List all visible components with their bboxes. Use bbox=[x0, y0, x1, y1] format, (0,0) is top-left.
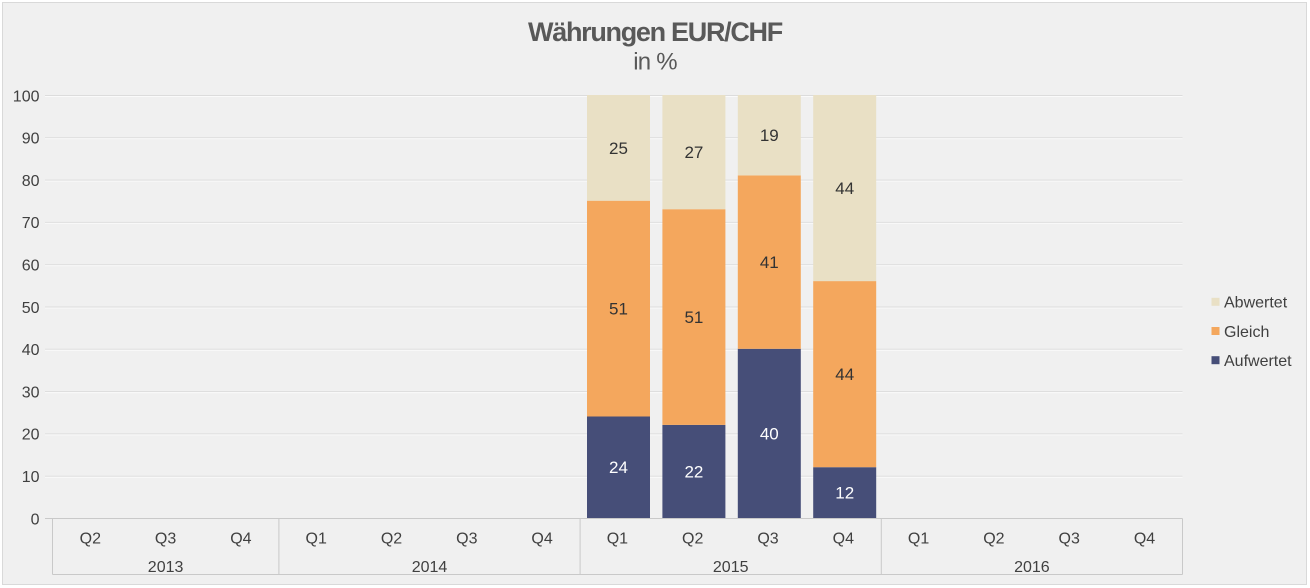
svg-text:24: 24 bbox=[609, 458, 628, 477]
svg-text:2016: 2016 bbox=[1014, 559, 1050, 576]
svg-text:25: 25 bbox=[609, 139, 628, 158]
svg-text:20: 20 bbox=[22, 427, 40, 444]
svg-text:2013: 2013 bbox=[148, 559, 184, 576]
svg-text:40: 40 bbox=[22, 342, 40, 359]
svg-text:44: 44 bbox=[835, 179, 854, 198]
svg-text:80: 80 bbox=[22, 173, 40, 190]
svg-text:Gleich: Gleich bbox=[1224, 324, 1269, 341]
svg-text:Q4: Q4 bbox=[833, 531, 854, 548]
svg-text:Q3: Q3 bbox=[155, 531, 176, 548]
svg-text:Q2: Q2 bbox=[682, 531, 703, 548]
svg-text:100: 100 bbox=[13, 88, 40, 105]
svg-text:40: 40 bbox=[760, 425, 779, 444]
svg-text:2014: 2014 bbox=[412, 559, 448, 576]
svg-text:Q1: Q1 bbox=[908, 531, 929, 548]
svg-text:30: 30 bbox=[22, 384, 40, 401]
svg-text:Q3: Q3 bbox=[757, 531, 778, 548]
svg-text:Q1: Q1 bbox=[607, 531, 628, 548]
svg-text:0: 0 bbox=[31, 511, 40, 528]
svg-text:2015: 2015 bbox=[713, 559, 749, 576]
svg-text:90: 90 bbox=[22, 131, 40, 148]
svg-text:Q2: Q2 bbox=[381, 531, 402, 548]
svg-text:44: 44 bbox=[835, 365, 854, 384]
svg-text:51: 51 bbox=[609, 300, 628, 319]
svg-text:Q2: Q2 bbox=[983, 531, 1004, 548]
svg-text:Q3: Q3 bbox=[456, 531, 477, 548]
svg-text:22: 22 bbox=[684, 463, 703, 482]
svg-text:60: 60 bbox=[22, 258, 40, 275]
svg-text:Q1: Q1 bbox=[306, 531, 327, 548]
svg-text:12: 12 bbox=[835, 484, 854, 503]
svg-text:27: 27 bbox=[684, 143, 703, 162]
svg-text:41: 41 bbox=[760, 253, 779, 272]
svg-text:Währungen EUR/CHF: Währungen EUR/CHF bbox=[528, 17, 783, 47]
svg-text:Abwertet: Abwertet bbox=[1224, 295, 1288, 312]
svg-text:10: 10 bbox=[22, 469, 40, 486]
svg-text:Q2: Q2 bbox=[80, 531, 101, 548]
svg-text:Q4: Q4 bbox=[1134, 531, 1155, 548]
svg-text:51: 51 bbox=[684, 308, 703, 327]
svg-text:19: 19 bbox=[760, 126, 779, 145]
svg-text:Q3: Q3 bbox=[1059, 531, 1080, 548]
svg-text:70: 70 bbox=[22, 215, 40, 232]
svg-text:50: 50 bbox=[22, 300, 40, 317]
svg-text:in %: in % bbox=[633, 49, 677, 76]
svg-text:Q4: Q4 bbox=[230, 531, 251, 548]
svg-text:Q4: Q4 bbox=[531, 531, 552, 548]
svg-text:Aufwertet: Aufwertet bbox=[1224, 353, 1292, 370]
